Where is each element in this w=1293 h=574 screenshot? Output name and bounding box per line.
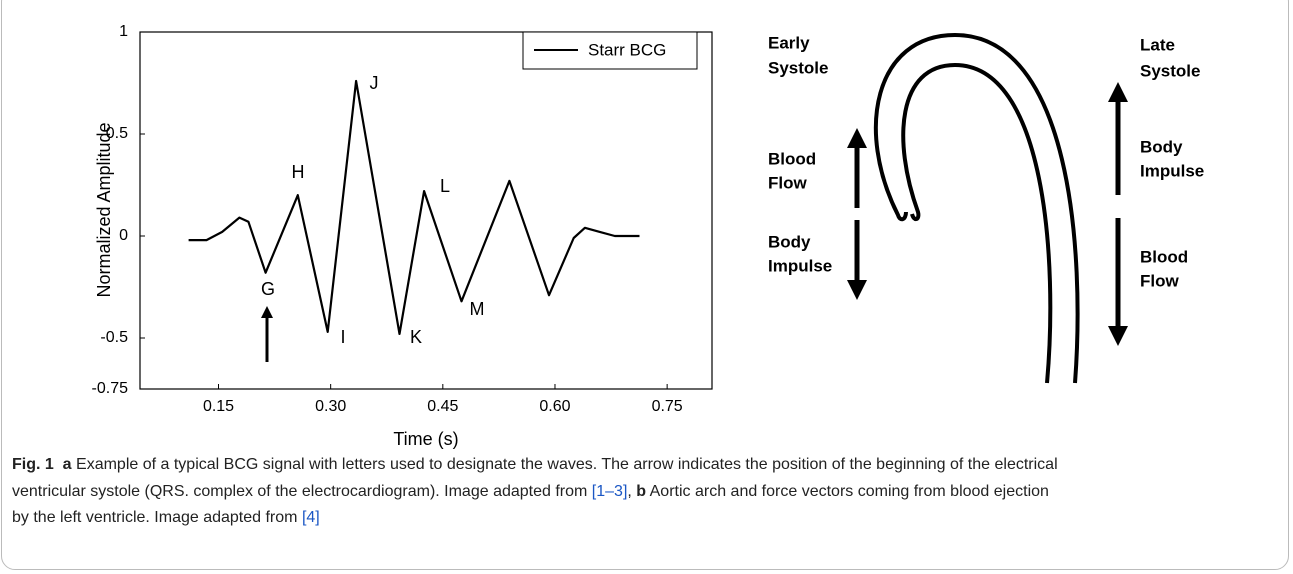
wave-label: I xyxy=(340,327,345,347)
x-axis-label: Time (s) xyxy=(393,429,458,449)
wave-label: G xyxy=(261,279,275,299)
legend-label: Starr BCG xyxy=(588,40,666,59)
caption-text: by the left ventricle. Image adapted fro… xyxy=(12,509,302,526)
plot-frame xyxy=(139,31,713,390)
diagram-label: Systole xyxy=(768,58,828,77)
caption-text: ventricular systole (QRS. complex of the… xyxy=(12,482,592,500)
diagram-label: Flow xyxy=(1140,271,1179,290)
y-tick-label: 0.5 xyxy=(106,125,128,142)
wave-label: H xyxy=(292,162,305,182)
caption-text: Aortic arch and force vectors coming fro… xyxy=(649,482,1049,500)
caption: Fig. 1 a Example of a typical BCG signal… xyxy=(12,452,1284,532)
diagram-label: Impulse xyxy=(768,256,832,275)
caption-panel: b xyxy=(636,482,647,500)
diagram-label: Late xyxy=(1140,35,1175,54)
x-tick-label: 0.45 xyxy=(427,398,458,415)
x-tick-label: 0.15 xyxy=(203,398,234,415)
series-line xyxy=(188,79,640,335)
x-tick-label: 0.60 xyxy=(539,398,570,415)
caption-ref[interactable]: [4] xyxy=(301,509,320,526)
diagram-label: Impulse xyxy=(1140,161,1204,180)
caption-fig: Fig. 1 xyxy=(12,456,54,473)
caption-panel: a xyxy=(62,456,72,473)
diagram-label: Blood xyxy=(768,149,816,168)
wave-label: J xyxy=(370,73,379,93)
y-tick-label: 1 xyxy=(119,23,128,40)
y-tick-label: -0.75 xyxy=(92,380,129,397)
y-axis-label: Normalized Amplitude xyxy=(94,122,114,297)
diagram-label: Body xyxy=(1140,137,1183,156)
aortic-arch xyxy=(873,32,1080,384)
force-arrows xyxy=(847,82,1128,346)
legend-box xyxy=(522,31,698,70)
diagram-label: Flow xyxy=(768,173,807,192)
diagram-label: Early xyxy=(768,33,810,52)
caption-text: , xyxy=(627,482,637,500)
figure: Normalized Amplitude Time (s) Starr BCG … xyxy=(92,23,1205,449)
wave-label: K xyxy=(410,327,422,347)
y-tick-label: -0.5 xyxy=(100,329,128,346)
caption-ref[interactable]: [1–3] xyxy=(591,482,628,500)
wave-label: M xyxy=(470,299,485,319)
wave-label: L xyxy=(440,176,450,196)
y-tick-label: 0 xyxy=(119,227,128,244)
caption-text: Example of a typical BCG signal with let… xyxy=(76,456,1058,473)
diagram-label: Blood xyxy=(1140,247,1188,266)
x-tick-label: 0.75 xyxy=(652,398,683,415)
diagram-label: Body xyxy=(768,232,811,251)
diagram-label: Systole xyxy=(1140,61,1200,80)
x-tick-label: 0.30 xyxy=(315,398,346,415)
